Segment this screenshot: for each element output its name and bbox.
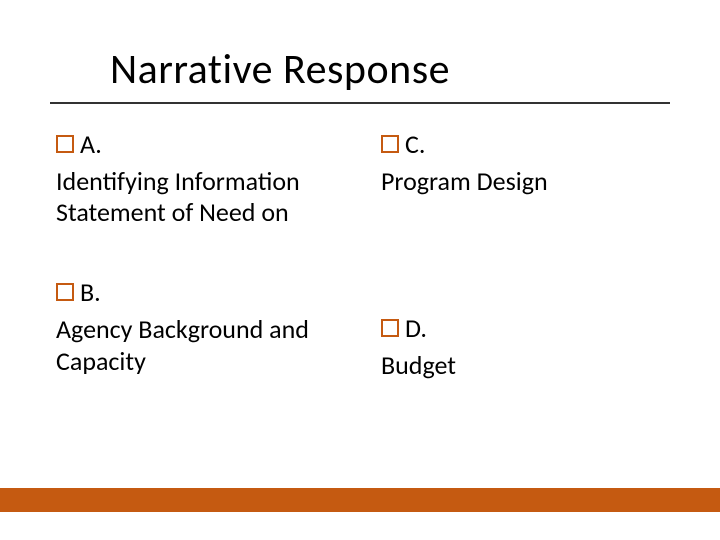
bullet-line-a: A. bbox=[56, 128, 351, 160]
letter-c: C. bbox=[405, 128, 425, 160]
desc-b: Agency Background and Capacity bbox=[56, 314, 351, 376]
checkbox-icon bbox=[381, 319, 399, 337]
title-underline bbox=[50, 102, 670, 104]
item-a: A. Identifying Information Statement of … bbox=[56, 128, 371, 228]
row-1: A. Identifying Information Statement of … bbox=[56, 128, 676, 228]
checkbox-icon bbox=[381, 135, 399, 153]
letter-a: A. bbox=[80, 128, 102, 160]
checkbox-icon bbox=[56, 283, 74, 301]
checkbox-icon bbox=[56, 135, 74, 153]
desc-c: Program Design bbox=[381, 166, 676, 197]
desc-a: Identifying Information Statement of Nee… bbox=[56, 166, 351, 228]
item-c: C. Program Design bbox=[371, 128, 676, 228]
slide: Narrative Response A. Identifying Inform… bbox=[0, 0, 720, 540]
letter-d: D. bbox=[405, 312, 427, 344]
title-wrap: Narrative Response bbox=[110, 44, 610, 95]
slide-title: Narrative Response bbox=[110, 44, 610, 95]
spacer bbox=[56, 228, 676, 276]
letter-b: B. bbox=[80, 276, 101, 308]
footer-bar bbox=[0, 488, 720, 512]
content-area: A. Identifying Information Statement of … bbox=[56, 128, 676, 382]
bullet-line-b: B. bbox=[56, 276, 351, 308]
item-d: D. Budget bbox=[371, 276, 676, 381]
item-b: B. Agency Background and Capacity bbox=[56, 276, 371, 381]
bullet-line-c: C. bbox=[381, 128, 676, 160]
row-2: B. Agency Background and Capacity D. Bud… bbox=[56, 276, 676, 381]
desc-d: Budget bbox=[381, 350, 676, 381]
bullet-line-d: D. bbox=[381, 312, 676, 344]
